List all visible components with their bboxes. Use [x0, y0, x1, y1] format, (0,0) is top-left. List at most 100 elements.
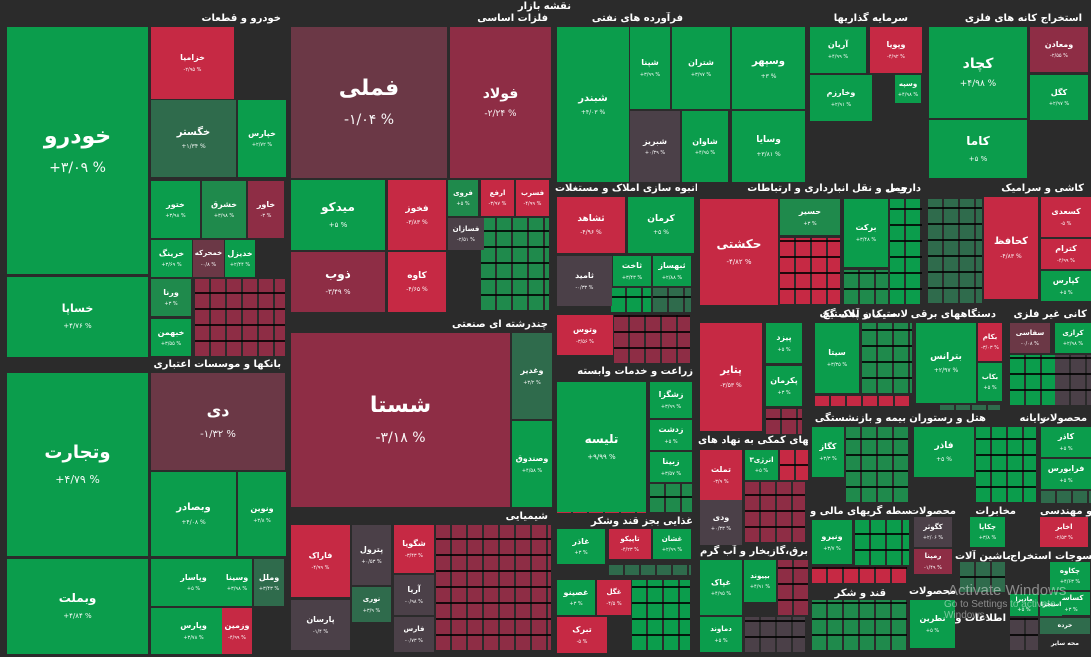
stock-tile[interactable]: وپاسار +۵ %: [151, 559, 236, 606]
stock-tile[interactable]: ثاخت +۳/۴۳ %: [613, 256, 651, 286]
stock-tile[interactable]: وتجارت +۴/۷۹ %: [7, 373, 148, 556]
stock-tile[interactable]: ثامید -۰/۳۳ %: [557, 256, 612, 306]
stock-tile[interactable]: وبصادر +۴/۰۸ %: [151, 472, 236, 556]
stock-tile[interactable]: خشرق +۳/۹۸ %: [202, 181, 246, 238]
stock-tile[interactable]: پتایر -۳/۵۳ %: [700, 323, 762, 431]
stock-tile[interactable]: فملی -۱/۰۴ %: [291, 27, 447, 178]
stock-tile[interactable]: شستا -۳/۱۸ %: [291, 333, 510, 507]
stock-tile[interactable]: فسازان -۲/۵۱ %: [448, 218, 484, 250]
stock-tile[interactable]: کحافظ -۴/۸۳ %: [984, 197, 1038, 299]
stock-tile[interactable]: رمپنا -۱/۴۹ %: [914, 549, 952, 574]
stock-tile[interactable]: کترام -۴/۹۹ %: [1041, 239, 1091, 269]
stock-tile[interactable]: غپاک +۴/۹۵ %: [700, 560, 742, 615]
stock-tile[interactable]: خپارس +۲/۷۲ %: [238, 100, 286, 177]
stock-tile[interactable]: کاذر +۵ %: [1041, 427, 1091, 457]
stock-tile[interactable]: تبرک -۵ %: [557, 617, 607, 653]
stock-tile[interactable]: زدشت +۵ %: [650, 420, 692, 450]
stock-tile[interactable]: نوری +۳/۹ %: [352, 587, 391, 622]
stock-tile[interactable]: کگوثر +۲/۰۶ %: [914, 517, 952, 547]
stock-tile[interactable]: کگل +۲/۹۷ %: [1030, 75, 1088, 120]
stock-tile[interactable]: خاور -۳ %: [248, 181, 284, 238]
stock-tile[interactable]: ثبهساز +۲/۸۸ %: [653, 256, 691, 286]
stock-tile[interactable]: کاما +۵ %: [929, 120, 1027, 178]
stock-tile[interactable]: سفاسی -۰/۰۸ %: [1010, 323, 1050, 353]
stock-tile[interactable]: آریا -۰/۹۸ %: [394, 575, 434, 615]
stock-tile[interactable]: وغدیر +۳/۲ %: [512, 333, 552, 419]
stock-tile[interactable]: بپیوند +۴/۹۱ %: [744, 560, 776, 602]
stock-tile[interactable]: کرمان +۵ %: [628, 197, 694, 253]
stock-tile[interactable]: مادیرا +۵ %: [1010, 594, 1038, 616]
stock-tile[interactable]: ورنا +۳ %: [151, 279, 191, 316]
stock-tile[interactable]: کپارس +۵ %: [1041, 271, 1091, 301]
stock-tile[interactable]: کسعدی -۵ %: [1041, 197, 1091, 237]
stock-tile[interactable]: سیتا +۳/۳۵ %: [815, 323, 859, 393]
stock-tile[interactable]: تلیسه +۹/۹۹ %: [557, 382, 646, 512]
stock-tile[interactable]: کچاد +۴/۹۸ %: [929, 27, 1027, 118]
stock-tile[interactable]: انرژی۳ +۵ %: [745, 450, 778, 480]
stock-tile[interactable]: چکاوه +۴/۶۳ %: [1050, 562, 1090, 590]
stock-tile[interactable]: ارفع -۳/۹۷ %: [481, 180, 514, 216]
stock-tile[interactable]: شتران +۳/۹۷ %: [672, 27, 730, 109]
stock-tile[interactable]: فخوز -۳/۸۳ %: [388, 180, 446, 250]
stock-tile[interactable]: شبریز +۰/۳۹ %: [630, 111, 680, 182]
stock-tile[interactable]: وسپهر +۳ %: [732, 27, 805, 109]
stock-tile[interactable]: خرده: [1040, 618, 1090, 634]
stock-tile[interactable]: خمحرکه -۰/۸ %: [193, 240, 224, 277]
stock-tile[interactable]: استخرا: [1040, 594, 1062, 616]
stock-tile[interactable]: فارس -۰/۷۳ %: [394, 617, 434, 652]
stock-tile[interactable]: آریان +۴/۹۹ %: [810, 27, 866, 73]
stock-tile[interactable]: ونوین +۳/۸ %: [238, 472, 286, 556]
stock-tile[interactable]: خرینگ +۳/۶۹ %: [151, 240, 192, 277]
stock-tile[interactable]: اخابر -۲/۵۳ %: [1040, 517, 1088, 547]
stock-tile[interactable]: زبینا +۳/۵۷ %: [650, 452, 692, 482]
stock-tile[interactable]: ثشاهد -۴/۹۶ %: [557, 197, 625, 253]
stock-tile[interactable]: حکشتی -۴/۸۲ %: [700, 199, 778, 305]
stock-tile[interactable]: بکام -۳/۰۳ %: [978, 323, 1002, 361]
stock-tile[interactable]: وزمین -۴/۹۹ %: [222, 608, 252, 654]
stock-tile[interactable]: دی -۱/۳۲ %: [151, 373, 285, 470]
stock-tile[interactable]: خساپا +۴/۷۶ %: [7, 277, 148, 357]
stock-tile[interactable]: خبهمن +۳/۵۵ %: [151, 319, 191, 356]
stock-tile[interactable]: وملل +۳/۴۳ %: [254, 559, 284, 606]
stock-tile[interactable]: خدیزل +۲/۴۴ %: [225, 240, 255, 277]
stock-tile[interactable]: شبندر +۴/۰۳ %: [557, 27, 629, 182]
stock-tile[interactable]: بکاب +۵ %: [978, 363, 1002, 401]
stock-tile[interactable]: وبملت +۴/۸۴ %: [7, 559, 148, 654]
stock-tile[interactable]: وسایا +۳/۸۱ %: [732, 111, 805, 182]
stock-tile[interactable]: فروی +۵ %: [448, 180, 478, 216]
stock-tile[interactable]: غگل -۴/۵ %: [597, 580, 631, 615]
stock-tile[interactable]: چکاپا +۳/۸ %: [970, 517, 1005, 547]
stock-tile[interactable]: پترول +۰/۵۳ %: [352, 525, 391, 585]
stock-tile[interactable]: پارسان -۱/۴ %: [291, 600, 350, 650]
stock-tile[interactable]: وسپه +۴/۹۸ %: [895, 75, 921, 103]
stock-tile[interactable]: فسرب -۴/۹۹ %: [516, 180, 549, 216]
stock-tile[interactable]: خگستر +۱/۳۴ %: [151, 100, 236, 177]
stock-tile[interactable]: محه سایر: [1040, 636, 1090, 652]
stock-tile[interactable]: دماوند +۵ %: [700, 617, 742, 652]
stock-tile[interactable]: کرازی +۲/۹۸ %: [1055, 323, 1091, 353]
stock-tile[interactable]: ذوب -۳/۴۹ %: [291, 252, 385, 312]
stock-tile[interactable]: وتوس -۳/۵۶ %: [557, 315, 613, 355]
stock-tile[interactable]: ونیرو +۳/۷ %: [812, 520, 852, 564]
stock-tile[interactable]: غاذر +۳ %: [557, 529, 605, 564]
stock-tile[interactable]: وخارزم +۲/۹۱ %: [810, 75, 872, 121]
stock-tile[interactable]: فاراک -۴/۹۹ %: [291, 525, 350, 597]
stock-tile[interactable]: زشگزا +۳/۹۹ %: [650, 382, 692, 418]
stock-tile[interactable]: وپارس +۳/۷۸ %: [151, 608, 236, 654]
stock-tile[interactable]: برکت +۳/۴۸ %: [844, 199, 888, 267]
stock-tile[interactable]: غصینو +۳ %: [557, 580, 595, 615]
stock-tile[interactable]: میدکو +۵ %: [291, 180, 385, 250]
stock-tile[interactable]: پکرمان +۳ %: [766, 366, 802, 406]
stock-tile[interactable]: کاوه -۴/۶۵ %: [388, 252, 446, 312]
stock-tile[interactable]: حسیر +۳ %: [780, 199, 840, 235]
stock-tile[interactable]: پیزد +۵ %: [766, 323, 802, 363]
stock-tile[interactable]: غشان +۲/۹۹ %: [653, 529, 691, 559]
stock-tile[interactable]: ختور +۳/۹۸ %: [151, 181, 200, 238]
stock-tile[interactable]: فرابورس +۵ %: [1041, 459, 1091, 489]
stock-tile[interactable]: وسینا +۳/۹۸ %: [222, 559, 252, 606]
stock-tile[interactable]: فاذر +۵ %: [914, 427, 974, 477]
stock-tile[interactable]: وصندوق +۴/۵۸ %: [512, 421, 552, 507]
stock-tile[interactable]: فولاد -۲/۲۴ %: [450, 27, 551, 178]
stock-tile[interactable]: کگاز +۳/۳ %: [812, 427, 844, 477]
stock-tile[interactable]: تاپیکو -۴/۲۳ %: [609, 529, 651, 559]
